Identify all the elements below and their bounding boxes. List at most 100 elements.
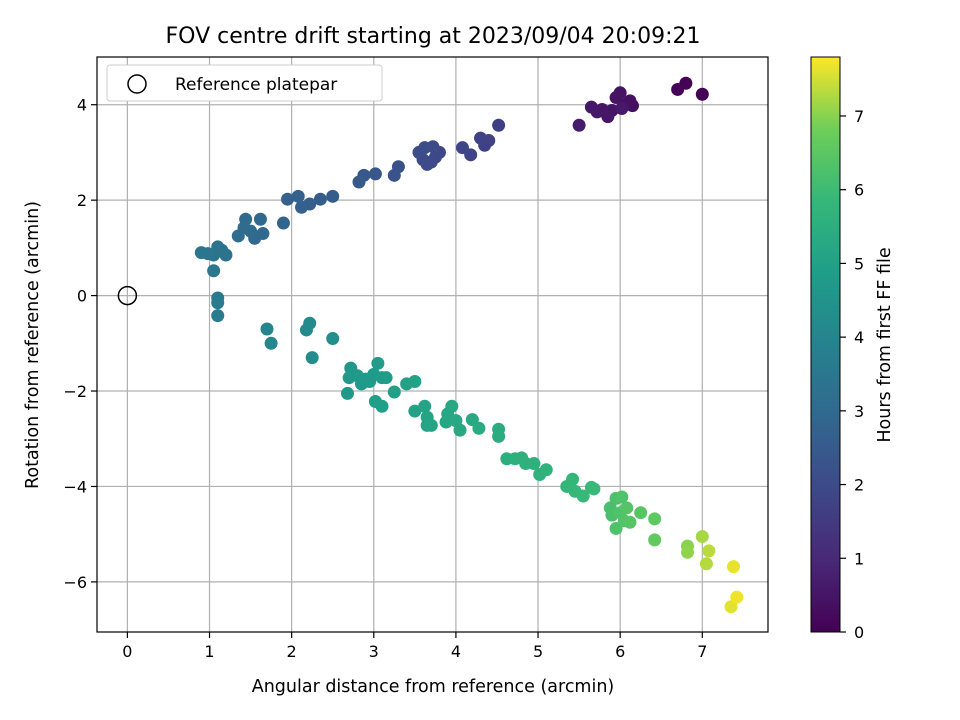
data-point	[387, 385, 401, 399]
x-axis-label: Angular distance from reference (arcmin)	[252, 677, 615, 697]
data-point	[566, 472, 580, 486]
data-point	[634, 506, 648, 520]
legend-box	[106, 64, 383, 102]
data-point	[474, 131, 488, 145]
data-point	[648, 533, 662, 547]
data-point	[609, 521, 623, 535]
data-point	[623, 515, 637, 529]
legend-entry-reference: Reference platepar	[175, 75, 337, 95]
colorbar-tick-label: 4	[854, 328, 864, 347]
colorbar-ticks: 0 1 2 3 4 5 6 7	[840, 107, 864, 642]
data-point	[326, 189, 340, 203]
x-tick-label: 5	[533, 642, 543, 661]
y-tick-label: −4	[63, 477, 87, 496]
data-point	[472, 421, 486, 435]
data-point	[727, 560, 741, 574]
data-point	[303, 316, 317, 330]
colorbar-tick-label: 6	[854, 181, 864, 200]
chart-title: FOV centre drift starting at 2023/09/04 …	[166, 24, 701, 49]
data-point	[260, 322, 274, 336]
x-tick-label: 4	[451, 642, 461, 661]
data-point	[584, 100, 598, 114]
data-point	[418, 399, 432, 413]
data-point	[695, 87, 709, 101]
data-point	[352, 175, 366, 189]
data-point	[326, 332, 340, 346]
data-point	[408, 404, 422, 418]
legend: Reference platepar	[106, 64, 383, 102]
data-point	[671, 82, 685, 96]
colorbar: 0 1 2 3 4 5 6 7 Hours from first FF file	[810, 56, 895, 642]
x-tick-label: 0	[122, 642, 132, 661]
plot-frame	[96, 56, 769, 633]
y-tick-label: −2	[63, 382, 87, 401]
data-point	[207, 264, 221, 278]
data-point	[539, 463, 553, 477]
colorbar-tick-label: 0	[854, 623, 864, 642]
data-point	[648, 512, 662, 526]
data-point	[615, 102, 629, 116]
data-point	[211, 296, 225, 310]
data-point	[375, 399, 389, 413]
data-point	[295, 200, 309, 214]
data-point	[455, 141, 469, 155]
data-point	[724, 600, 738, 614]
data-point	[620, 501, 634, 515]
data-point	[211, 309, 225, 323]
reference-platepar-marker	[117, 285, 138, 306]
data-point	[576, 489, 590, 503]
x-tick-label: 1	[204, 642, 214, 661]
data-point	[253, 212, 267, 226]
data-point	[371, 356, 385, 370]
y-tick-label: 4	[77, 96, 87, 115]
data-point	[730, 590, 744, 604]
data-point	[615, 490, 629, 504]
data-point	[572, 118, 586, 132]
y-tick-label: −6	[63, 573, 87, 592]
data-point	[412, 145, 426, 159]
colorbar-tick-label: 2	[854, 476, 864, 495]
data-point	[379, 371, 393, 385]
data-point	[291, 189, 305, 203]
colorbar-tick-label: 1	[854, 549, 864, 568]
x-tick-label: 3	[369, 642, 379, 661]
y-axis-ticks: 4 2 0 −2 −4 −6	[63, 96, 97, 592]
data-point	[264, 336, 278, 350]
data-point	[281, 192, 295, 206]
colorbar-tick-label: 5	[854, 254, 864, 273]
colorbar-gradient	[810, 56, 841, 633]
data-point	[695, 530, 709, 544]
data-point	[340, 386, 354, 400]
data-point	[305, 351, 319, 365]
data-point	[276, 216, 290, 230]
colorbar-tick-label: 3	[854, 402, 864, 421]
data-point	[527, 457, 541, 471]
colorbar-tick-label: 7	[854, 107, 864, 126]
data-point	[699, 557, 713, 571]
colorbar-label: Hours from first FF file	[875, 247, 895, 442]
data-point	[492, 118, 506, 132]
x-axis-ticks: 0 1 2 3 4 5 6 7	[122, 632, 707, 661]
data-points	[194, 76, 744, 614]
x-tick-label: 2	[287, 642, 297, 661]
data-point	[445, 399, 459, 413]
data-point	[492, 429, 506, 443]
legend-marker-reference	[127, 74, 147, 94]
data-point	[424, 418, 438, 432]
data-point	[387, 168, 401, 182]
data-point	[453, 423, 467, 437]
plot-area: 0 1 2 3 4 5 6 7 4 2 0 −2 −4 −6	[63, 56, 769, 661]
data-point	[609, 91, 623, 105]
data-point	[368, 167, 382, 181]
x-tick-label: 6	[615, 642, 625, 661]
data-point	[587, 482, 601, 496]
data-point	[681, 545, 695, 559]
y-axis-label: Rotation from reference (arcmin)	[23, 201, 43, 489]
grid	[97, 57, 768, 632]
x-tick-label: 7	[697, 642, 707, 661]
y-tick-label: 0	[77, 287, 87, 306]
data-point	[194, 246, 208, 260]
data-point	[702, 544, 716, 558]
data-point	[313, 192, 327, 206]
